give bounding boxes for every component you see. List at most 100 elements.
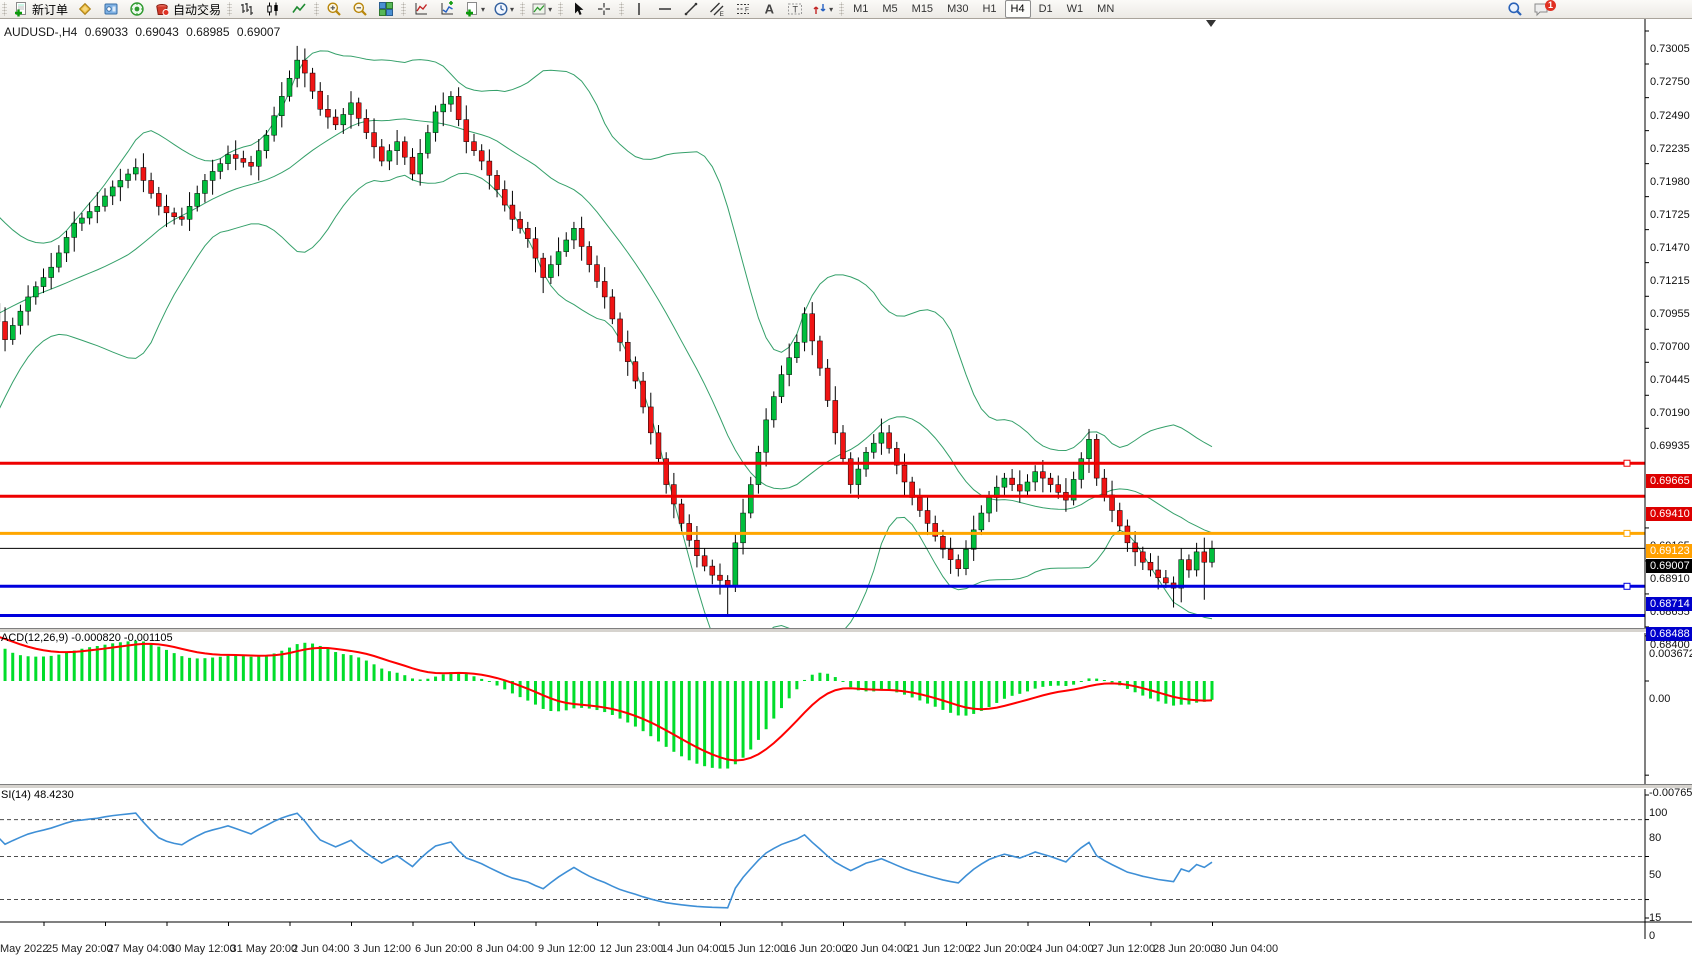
ohlc-open: 0.69033	[84, 25, 129, 39]
trendline-button[interactable]	[679, 0, 703, 18]
timeframe-button-m1[interactable]: M1	[853, 3, 869, 15]
indicators-icon	[413, 1, 429, 17]
line-handle[interactable]	[1623, 459, 1631, 467]
hline-0.69665[interactable]	[0, 459, 1645, 467]
time-tick-label: 22 Jun 20:00	[968, 943, 1033, 955]
market-watch-icon	[77, 1, 93, 17]
candles-layer	[0, 45, 1215, 614]
hline-price-label: 0.69123	[1646, 544, 1692, 559]
autotrading-button[interactable]: 自动交易	[151, 0, 224, 18]
time-tick-label: 30 May 12:00	[169, 943, 236, 955]
rsi-line	[0, 812, 1213, 909]
chart-plot[interactable]	[0, 18, 1692, 939]
timeframe-button-m15[interactable]: M15	[911, 3, 934, 15]
add-object-button[interactable]: ▾	[461, 0, 488, 18]
chart-shift-marker[interactable]	[1206, 20, 1216, 27]
vertical-line-button[interactable]	[627, 0, 651, 18]
line-handle[interactable]	[1623, 529, 1631, 537]
time-tick-label: 31 May 20:00	[230, 943, 298, 955]
panel-separator-macd-rsi[interactable]	[0, 784, 1692, 789]
toolbar-grip[interactable]	[2, 2, 7, 16]
ohlc-high: 0.69043	[135, 25, 179, 39]
timeframe-button-d1[interactable]: D1	[1038, 3, 1053, 15]
macd-signal-line	[0, 636, 1213, 762]
chart-window[interactable]: AUDUSD-,H4 0.69033 0.69043 0.68985 0.690…	[0, 18, 1692, 955]
zoom-out-button[interactable]	[348, 0, 372, 18]
macd-indicator-label: ACD(12,26,9) -0.000820 -0.001105	[1, 632, 173, 644]
periods-button[interactable]: ▾	[490, 0, 517, 18]
rsi-axis-label: 0	[1649, 930, 1656, 942]
time-tick-label: 6 Jun 20:00	[415, 943, 473, 955]
hline-price-label: 0.68714	[1646, 597, 1692, 612]
svg-text:A: A	[765, 2, 775, 17]
arrows-button[interactable]: ▾	[809, 0, 836, 18]
expert-advisors-button[interactable]	[125, 0, 149, 18]
hline-0.69123[interactable]	[0, 529, 1645, 537]
time-tick-label: 14 Jun 04:00	[661, 943, 725, 955]
indicators-button[interactable]	[409, 0, 433, 18]
line-chart-button[interactable]	[287, 0, 311, 18]
candlestick-chart-button[interactable]	[261, 0, 285, 18]
template-icon	[531, 1, 547, 17]
chart-ohlc-line: AUDUSD-,H4 0.69033 0.69043 0.68985 0.690…	[4, 25, 284, 39]
main-panel	[0, 45, 1215, 628]
rsi-panel	[0, 812, 1645, 909]
time-tick-label: 15 Jun 12:00	[722, 943, 787, 955]
time-tick-label: 16 Jun 20:00	[784, 943, 848, 955]
panel-separator-main-macd[interactable]	[0, 628, 1692, 633]
hline-price-label: 0.69665	[1646, 474, 1692, 489]
macd-axis-label: 0.00	[1649, 693, 1671, 705]
timeframe-button-h1[interactable]: H1	[982, 3, 997, 15]
navigator-button[interactable]	[99, 0, 123, 18]
text-label-button[interactable]: T	[783, 0, 807, 18]
toolbar-grip[interactable]	[314, 2, 320, 16]
new-order-button[interactable]: 新订单	[10, 0, 71, 18]
toolbar-grip[interactable]	[839, 2, 845, 16]
text-button[interactable]: A	[757, 0, 781, 18]
timeframe-button-h4[interactable]: H4	[1004, 0, 1031, 18]
hline-0.68714[interactable]	[0, 582, 1645, 590]
trendline-icon	[683, 1, 699, 17]
channel-button[interactable]: E	[705, 0, 729, 18]
timeframe-button-w1[interactable]: W1	[1066, 3, 1084, 15]
timeframe-button-m5[interactable]: M5	[882, 3, 898, 15]
time-tick-label: 3 Jun 12:00	[353, 943, 412, 955]
search-icon	[1507, 1, 1523, 17]
rsi-indicator-label: SI(14) 48.4230	[1, 789, 74, 801]
rsi-axis-label: 80	[1649, 831, 1662, 844]
notification-badge: 1	[1545, 0, 1556, 11]
toolbar-grip[interactable]	[619, 2, 625, 16]
chevron-down-icon: ▾	[510, 4, 515, 14]
time-tick-label: 28 Jun 20:00	[1153, 943, 1217, 955]
time-tick-label: 27 Jun 12:00	[1091, 943, 1156, 955]
chat-button[interactable]: 1	[1529, 0, 1556, 18]
zoom-in-button[interactable]	[322, 0, 346, 18]
channel-icon: E	[709, 1, 725, 17]
cursor-button[interactable]	[566, 0, 590, 18]
templates-button[interactable]: ▾	[528, 0, 555, 18]
timeframe-button-m30[interactable]: M30	[947, 3, 969, 15]
fibonacci-button[interactable]: F	[731, 0, 755, 18]
line-handle[interactable]	[1623, 582, 1631, 590]
tile-windows-button[interactable]	[374, 0, 398, 18]
price-tick-label: 0.72235	[1650, 142, 1690, 155]
toolbar-grip[interactable]	[401, 2, 407, 16]
bar-chart-button[interactable]	[235, 0, 259, 18]
toolbar-grip[interactable]	[520, 2, 526, 16]
toolbar-grip[interactable]	[558, 2, 564, 16]
new-order-icon	[13, 1, 29, 17]
horizontal-line-button[interactable]	[653, 0, 677, 18]
market-watch-button[interactable]	[73, 0, 97, 18]
price-tick-label: 0.68400	[1650, 638, 1690, 651]
crosshair-icon	[596, 1, 612, 17]
price-tick-label: 0.73005	[1650, 43, 1690, 55]
toolbar-grip[interactable]	[227, 2, 233, 16]
indicator-list-button[interactable]	[435, 0, 459, 18]
timeframe-button-mn[interactable]: MN	[1097, 3, 1115, 15]
time-tick-label: 24 Jun 04:00	[1030, 943, 1094, 955]
price-tick-label: 0.70700	[1650, 341, 1690, 354]
search-button[interactable]	[1503, 0, 1527, 18]
crosshair-button[interactable]	[592, 0, 616, 18]
add-object-icon	[464, 1, 480, 17]
line-chart-icon	[291, 1, 307, 17]
